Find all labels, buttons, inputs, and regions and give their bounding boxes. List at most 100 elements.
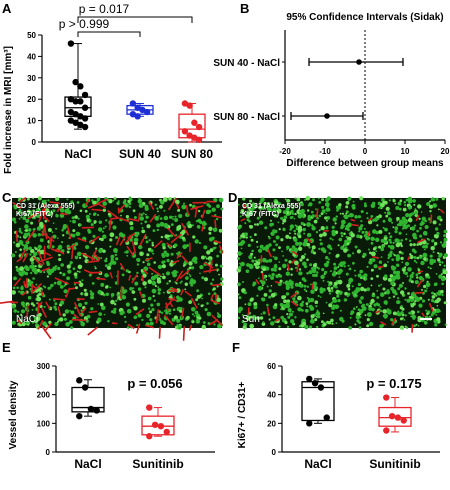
green-signal: [395, 257, 400, 262]
green-signal: [318, 214, 322, 218]
green-signal: [395, 206, 400, 210]
green-signal: [405, 238, 408, 241]
red-vessel: [166, 242, 172, 247]
red-vessel: [144, 257, 153, 261]
green-signal: [270, 276, 274, 280]
green-signal: [308, 202, 313, 207]
green-signal: [74, 255, 79, 260]
green-signal: [163, 310, 166, 312]
green-signal: [304, 325, 309, 330]
green-signal: [70, 200, 74, 204]
green-signal: [351, 285, 354, 288]
green-signal: [343, 243, 346, 247]
green-signal: [310, 289, 315, 294]
green-signal: [358, 226, 363, 231]
green-signal: [266, 285, 269, 288]
green-signal: [213, 323, 216, 326]
panel-e-point-nacl: [87, 405, 95, 413]
red-vessel: [210, 294, 214, 300]
green-signal: [417, 204, 422, 209]
green-signal: [243, 291, 247, 295]
green-signal: [265, 205, 270, 209]
green-signal: [59, 285, 64, 289]
green-signal: [340, 234, 344, 238]
green-signal: [163, 250, 167, 254]
green-signal: [139, 216, 144, 221]
green-signal: [32, 233, 37, 238]
green-signal: [189, 281, 193, 285]
green-signal: [270, 219, 272, 222]
green-signal: [293, 247, 299, 253]
green-signal: [162, 321, 166, 326]
panel-a-category-nacl: NaCl: [64, 147, 91, 161]
green-signal: [396, 216, 400, 221]
green-signal: [404, 287, 407, 290]
panel-b-x-tick-label: -20: [279, 147, 291, 156]
green-signal: [436, 321, 438, 323]
green-signal: [254, 233, 257, 237]
panel-e-point-sunitinib: [146, 433, 153, 440]
panel-e-box-sunitinib: [141, 415, 175, 436]
green-signal: [330, 287, 334, 290]
green-signal: [370, 241, 374, 245]
panel-f-y-tick-label: 40: [267, 391, 276, 400]
green-signal: [431, 291, 434, 295]
green-signal: [30, 281, 34, 284]
green-signal: [383, 263, 388, 268]
green-signal: [57, 320, 59, 323]
panel-f-pvalue: p = 0.175: [366, 376, 421, 391]
green-signal: [332, 217, 337, 222]
green-signal: [156, 277, 161, 282]
green-signal: [288, 236, 292, 240]
green-signal: [430, 197, 435, 202]
green-signal: [35, 283, 38, 286]
green-signal: [100, 282, 105, 287]
green-signal: [34, 247, 38, 251]
green-signal: [304, 198, 307, 201]
green-signal: [321, 209, 326, 214]
green-signal: [67, 269, 72, 274]
panel-f-point-nacl: [311, 380, 319, 387]
green-signal: [118, 232, 124, 237]
green-signal: [404, 314, 407, 317]
green-signal: [78, 302, 83, 308]
red-vessel: [184, 290, 192, 297]
green-signal: [295, 266, 298, 269]
green-signal: [328, 258, 330, 261]
green-signal: [206, 311, 212, 317]
green-signal: [350, 233, 355, 238]
green-signal: [392, 253, 395, 256]
green-signal: [277, 202, 282, 206]
green-signal: [262, 321, 265, 324]
green-signal: [83, 288, 87, 292]
green-signal: [370, 302, 373, 305]
red-vessel: [175, 203, 180, 209]
green-signal: [116, 201, 120, 205]
green-signal: [69, 220, 72, 223]
red-vessel: [125, 236, 132, 243]
green-signal: [322, 232, 327, 237]
green-signal: [372, 292, 375, 295]
green-signal: [239, 215, 242, 218]
green-signal: [363, 234, 367, 238]
green-signal: [413, 203, 416, 206]
green-signal: [66, 276, 70, 281]
green-signal: [132, 252, 135, 254]
panel-e-y-tick-label: 0: [46, 448, 51, 457]
green-signal: [166, 237, 170, 241]
green-signal: [62, 234, 65, 237]
green-signal: [258, 205, 263, 210]
green-signal: [415, 323, 418, 326]
green-signal: [435, 313, 438, 316]
green-signal: [212, 227, 218, 233]
green-signal: [39, 238, 44, 243]
green-signal: [21, 270, 26, 275]
green-signal: [165, 252, 170, 257]
green-signal: [60, 300, 65, 305]
green-signal: [134, 281, 139, 286]
green-signal: [420, 254, 422, 257]
green-signal: [320, 247, 326, 252]
green-signal: [400, 244, 403, 248]
green-signal: [438, 274, 443, 279]
green-signal: [397, 287, 401, 291]
